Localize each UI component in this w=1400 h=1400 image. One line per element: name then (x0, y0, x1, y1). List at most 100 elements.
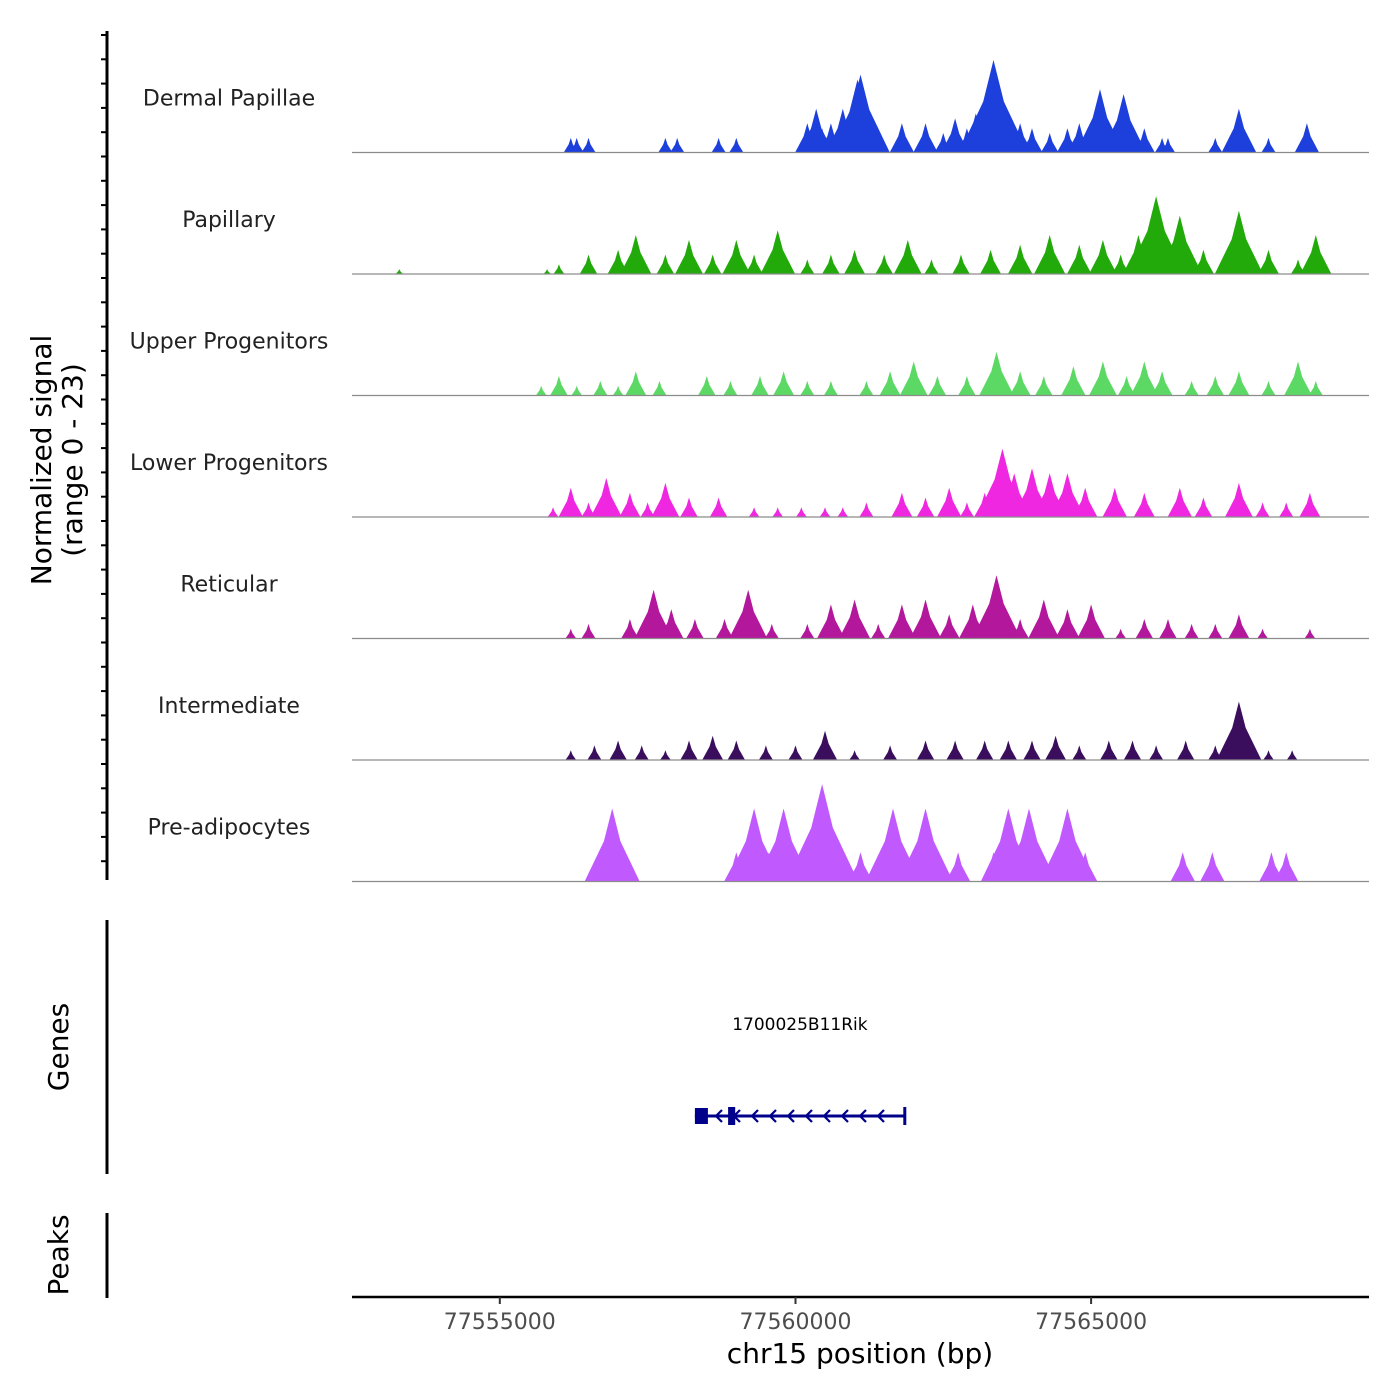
signal-peak (1208, 623, 1223, 639)
y-axis-title: Normalized signal (25, 335, 58, 586)
signal-peak (800, 259, 815, 274)
signal-peak (1284, 361, 1312, 396)
signal-peak (822, 254, 840, 274)
signal-peak (916, 740, 935, 760)
signal-peak (547, 507, 559, 517)
signal-peak (1299, 492, 1321, 517)
signal-peak (848, 852, 873, 882)
signal-peak (760, 230, 796, 274)
signal-peak (1123, 740, 1142, 760)
track-label: Reticular (180, 573, 278, 598)
signal-peak (773, 371, 795, 396)
signal-peak (764, 623, 779, 639)
signal-peak (1007, 244, 1033, 274)
signal-peak (1028, 599, 1060, 639)
signal-peak (1257, 628, 1268, 639)
signal-peak (888, 604, 916, 639)
signal-peak (1089, 239, 1117, 274)
signal-peak (1228, 371, 1250, 396)
signal-peak (723, 380, 738, 396)
track-reticular: Reticular (180, 573, 1369, 640)
signal-peak (1170, 852, 1195, 882)
signal-peak (711, 137, 726, 153)
signal-peak (1151, 371, 1173, 396)
signal-peak (395, 269, 403, 274)
signal-peak (1023, 740, 1041, 760)
signal-peak (1294, 123, 1320, 153)
signal-peak (581, 623, 596, 639)
signal-peak (680, 497, 698, 517)
signal-peak (1225, 482, 1253, 517)
signal-peak (800, 623, 815, 639)
signal-peak (831, 74, 890, 153)
signal-peak (1263, 750, 1274, 760)
signal-peak (909, 599, 942, 639)
signal-peak (991, 118, 1020, 153)
signal-peak (839, 599, 871, 639)
signal-peak (584, 808, 640, 882)
signal-peak (581, 137, 596, 153)
signal-peak (1221, 108, 1257, 153)
signal-peak (913, 123, 938, 153)
signal-peak (891, 492, 913, 517)
signal-peak (652, 380, 667, 396)
signal-peak (1039, 808, 1095, 882)
signal-peak (550, 376, 568, 396)
signal-peak (1149, 745, 1164, 760)
signal-peak (579, 254, 598, 274)
signal-peak (1077, 604, 1105, 639)
x-axis-title: chr15 position (bp) (727, 1337, 993, 1370)
signal-peak (837, 507, 849, 517)
signal-tracks: Dermal Papillae Papillary Upper Progenitor… (130, 60, 1369, 883)
signal-peak (651, 482, 680, 517)
x-axis-tick-label: 77565000 (1035, 1310, 1147, 1335)
signal-peak (1258, 249, 1279, 274)
strand-arrow (768, 1109, 777, 1123)
strand-arrow (750, 1109, 759, 1123)
signal-peak (1073, 852, 1098, 882)
signal-peak (1304, 628, 1316, 639)
gene-exon (694, 1108, 708, 1124)
strand-arrow (714, 1109, 723, 1123)
signal-peak (729, 137, 744, 153)
peaks-panel-title: Peaks (42, 1214, 75, 1295)
signal-peak (959, 502, 974, 517)
signal-peak (612, 385, 624, 396)
signal-peak (715, 619, 734, 639)
signal-peak (1067, 244, 1092, 274)
signal-peak (1208, 137, 1223, 153)
track-intermediate: Intermediate (158, 694, 1369, 761)
signal-peak (1290, 259, 1306, 274)
signal-peak (812, 730, 838, 760)
signal-peak (587, 745, 602, 760)
signal-peak (979, 351, 1014, 396)
signal-peak (1073, 487, 1098, 517)
strand-arrow (876, 1109, 885, 1123)
signal-peak (800, 380, 815, 396)
signal-peak (1089, 361, 1117, 396)
signal-peak (569, 137, 584, 153)
signal-peak (1214, 210, 1264, 274)
signal-peak (788, 745, 803, 760)
signal-peak (972, 575, 1021, 639)
signal-peak (869, 133, 888, 153)
signal-peak (1072, 745, 1087, 760)
signal-peak (823, 380, 838, 396)
signal-peak (1011, 619, 1029, 639)
signal-peak (849, 750, 860, 760)
signal-peak (621, 619, 639, 639)
signal-peak (928, 376, 947, 396)
signal-peak (830, 852, 855, 882)
signal-peak (590, 478, 622, 517)
signal-peak (729, 589, 768, 639)
signal-peak (1176, 740, 1195, 760)
signal-peak (625, 371, 647, 396)
signal-peak (640, 502, 655, 517)
signal-peak (898, 808, 954, 882)
signal-peak (1279, 502, 1294, 517)
signal-peak (670, 137, 685, 153)
signal-peak (1167, 487, 1192, 517)
signal-peak (1111, 254, 1130, 274)
signal-peak (659, 609, 684, 639)
